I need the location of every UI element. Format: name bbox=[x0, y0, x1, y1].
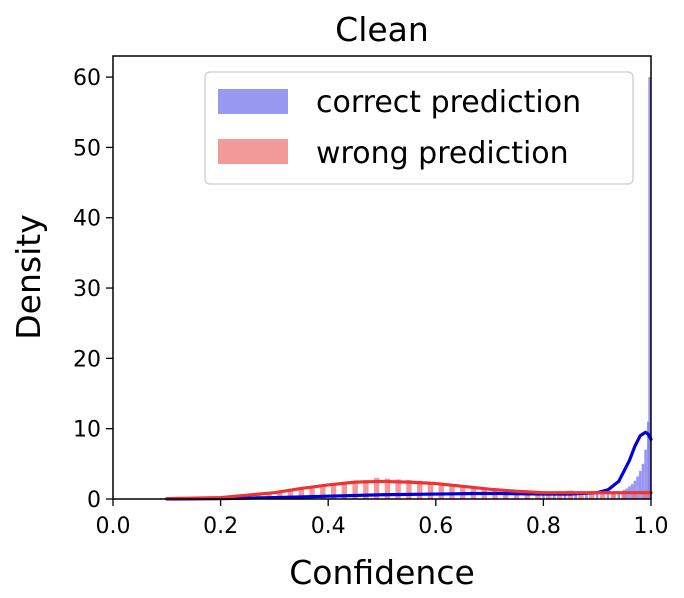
y-axis-ticks: 0 10 20 30 40 50 60 bbox=[73, 66, 113, 513]
kde-curves bbox=[165, 430, 653, 501]
bar-correct-4 bbox=[585, 494, 588, 499]
bar-wrong-24 bbox=[427, 482, 434, 499]
legend-swatch-correct bbox=[218, 89, 288, 114]
bar-wrong-40 bbox=[599, 491, 606, 499]
bar-wrong-15 bbox=[330, 484, 337, 499]
bar-wrong-38 bbox=[578, 491, 584, 499]
y-tick-label-3: 30 bbox=[73, 277, 101, 302]
bar-wrong-10 bbox=[277, 492, 283, 499]
y-tick-label-4: 40 bbox=[73, 207, 101, 232]
bar-wrong-41 bbox=[610, 492, 617, 499]
x-axis-ticks: 0.0 0.2 0.4 0.6 0.8 1.0 bbox=[96, 499, 669, 539]
y-tick-label-6: 60 bbox=[73, 66, 101, 91]
bar-wrong-19 bbox=[373, 477, 380, 499]
chart-title: Clean bbox=[335, 10, 429, 49]
plot-frame bbox=[112, 55, 652, 500]
bar-wrong-13 bbox=[309, 487, 315, 499]
x-tick-label-4: 0.8 bbox=[526, 514, 561, 539]
bar-correct-17 bbox=[644, 449, 647, 499]
legend-swatch-wrong bbox=[218, 139, 288, 164]
bar-correct-14 bbox=[636, 476, 639, 499]
x-tick-label-2: 0.4 bbox=[311, 514, 346, 539]
x-tick-label-5: 1.0 bbox=[634, 514, 669, 539]
bar-correct-1 bbox=[552, 494, 556, 499]
x-axis-title: Confidence bbox=[289, 553, 475, 592]
y-axis-title: Density bbox=[9, 214, 48, 339]
bar-correct-16 bbox=[641, 463, 645, 499]
bar-wrong-21 bbox=[395, 479, 401, 499]
bar-wrong-17 bbox=[352, 481, 358, 499]
x-tick-label-0: 0.0 bbox=[96, 514, 131, 539]
legend-frame bbox=[204, 71, 634, 185]
bar-correct-15 bbox=[638, 470, 642, 499]
bar-correct-19 bbox=[648, 77, 651, 499]
bar-wrong-43 bbox=[632, 491, 638, 499]
x-tick-label-1: 0.2 bbox=[203, 514, 238, 539]
bar-correct-5 bbox=[595, 493, 599, 499]
bar-wrong-16 bbox=[341, 483, 348, 499]
y-tick-label-5: 50 bbox=[73, 136, 101, 161]
bar-correct-8 bbox=[617, 491, 621, 499]
bar-correct-0 bbox=[542, 494, 545, 499]
bar-wrong-14 bbox=[320, 485, 326, 499]
bar-wrong-44 bbox=[642, 489, 649, 499]
bar-wrong-18 bbox=[363, 480, 369, 499]
bar-correct-13 bbox=[633, 480, 637, 499]
bar-wrong-26 bbox=[449, 484, 455, 499]
legend-label-wrong: wrong prediction bbox=[316, 136, 569, 171]
bar-wrong-23 bbox=[416, 480, 423, 499]
y-tick-label-1: 10 bbox=[73, 418, 101, 443]
bar-correct-6 bbox=[606, 492, 610, 499]
bar-wrong-22 bbox=[406, 480, 412, 499]
x-tick-label-3: 0.6 bbox=[418, 514, 453, 539]
bar-wrong-11 bbox=[287, 490, 294, 499]
legend: correct prediction wrong prediction bbox=[204, 71, 634, 185]
bar-wrong-25 bbox=[438, 483, 444, 499]
bar-wrong-12 bbox=[298, 489, 304, 499]
y-tick-label-2: 20 bbox=[73, 347, 101, 372]
bar-wrong-39 bbox=[589, 491, 595, 499]
bar-correct-3 bbox=[574, 494, 578, 499]
y-tick-label-0: 0 bbox=[87, 488, 101, 513]
bar-correct-2 bbox=[563, 494, 567, 499]
bar-wrong-33 bbox=[524, 491, 530, 499]
bar-wrong-42 bbox=[621, 492, 627, 499]
legend-label-correct: correct prediction bbox=[316, 85, 581, 120]
kde-line-wrong bbox=[165, 479, 653, 501]
bar-wrong-20 bbox=[384, 478, 391, 499]
